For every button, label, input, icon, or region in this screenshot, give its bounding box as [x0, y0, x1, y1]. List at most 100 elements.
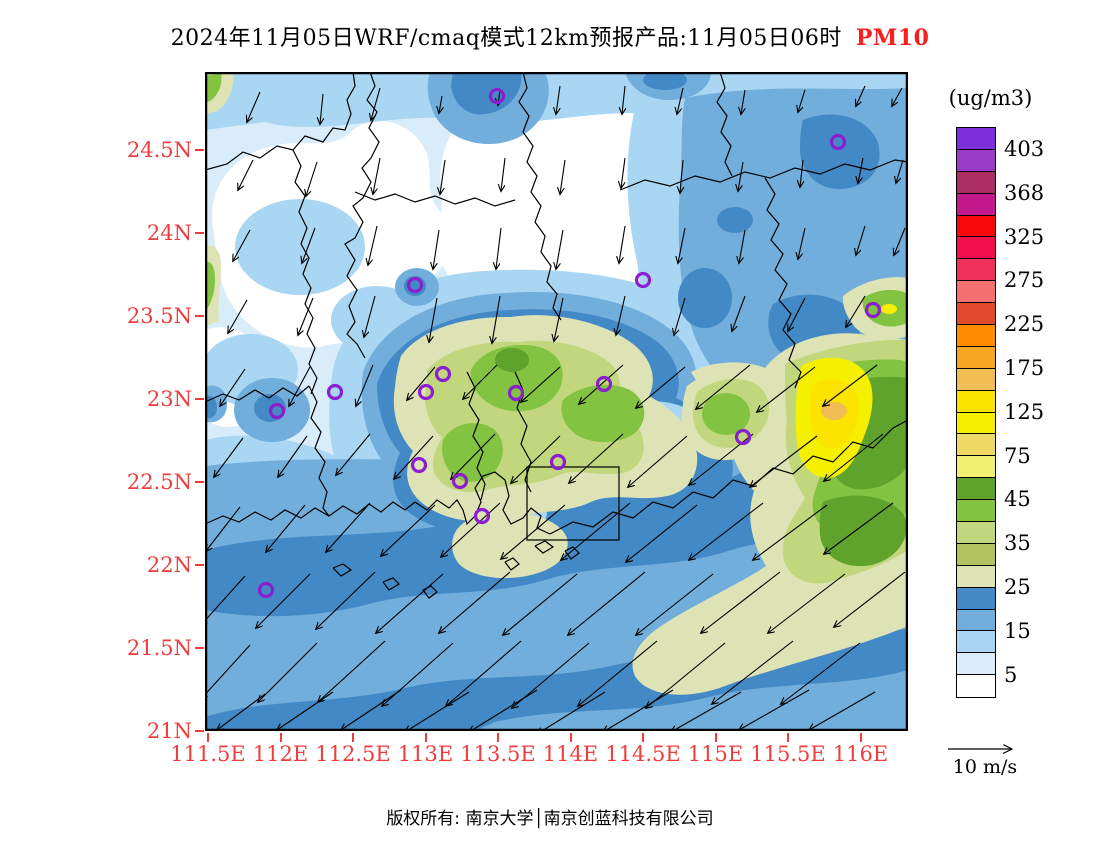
- boundary-line: [549, 419, 908, 535]
- wind-arrow: [316, 571, 376, 629]
- wind-arrow: [701, 571, 781, 633]
- x-tick-mark: [642, 733, 644, 742]
- boundary-line: [205, 471, 551, 535]
- y-tick-mark: [195, 232, 204, 234]
- x-tick-mark: [352, 733, 354, 742]
- wind-arrow: [373, 157, 381, 194]
- station-marker: [434, 365, 452, 383]
- y-tick-mark: [195, 398, 204, 400]
- colorbar: [956, 127, 996, 699]
- forecast-map: [204, 71, 909, 732]
- wind-arrow: [800, 159, 803, 187]
- x-tick-label: 112E: [252, 742, 309, 766]
- wind-arrow: [247, 91, 261, 122]
- boundary-line: [504, 557, 520, 571]
- colorbar-cell: [957, 478, 995, 501]
- y-tick-label: 21N: [146, 719, 192, 743]
- wind-arrow: [678, 227, 686, 263]
- colorbar-label: 175: [1004, 355, 1045, 380]
- boundary-line: [205, 72, 356, 171]
- colorbar-label: 5: [1004, 662, 1018, 687]
- wind-arrow: [451, 433, 496, 479]
- x-tick-label: 113E: [397, 742, 454, 766]
- x-tick-label: 114E: [542, 742, 599, 766]
- boundary-line: [764, 177, 802, 389]
- wind-arrow: [823, 364, 878, 406]
- colorbar-label: 368: [1004, 180, 1045, 205]
- wind-arrow: [616, 295, 626, 335]
- wind-arrow: [677, 87, 684, 114]
- wind-arrow: [674, 297, 686, 335]
- pm10-region: [470, 345, 563, 412]
- colorbar-cell: [957, 171, 995, 194]
- pm10-region: [881, 304, 897, 314]
- y-tick-label: 22.5N: [126, 470, 192, 494]
- boundary-line: [619, 159, 908, 191]
- colorbar-label: 125: [1004, 399, 1045, 424]
- colorbar-cell: [957, 303, 995, 326]
- wind-arrow: [278, 435, 308, 477]
- wind-arrow: [578, 640, 658, 706]
- colorbar-cell: [957, 128, 995, 150]
- colorbar-cell: [957, 522, 995, 544]
- colorbar-cell: [957, 368, 995, 391]
- pm10-region: [702, 393, 750, 435]
- wind-arrow: [492, 295, 501, 343]
- wind-arrow: [376, 573, 444, 633]
- wind-arrow: [238, 159, 254, 190]
- wind-arrow: [521, 366, 561, 402]
- y-tick-label: 22N: [146, 553, 192, 577]
- station-marker: [451, 472, 469, 490]
- x-tick-mark: [787, 733, 789, 742]
- wind-arrow: [560, 159, 566, 194]
- y-tick-label: 21.5N: [126, 636, 192, 660]
- colorbar-cell: [957, 237, 995, 260]
- title-pollutant: PM10: [855, 25, 930, 51]
- station-marker-layer: [257, 87, 882, 599]
- colorbar-label: 25: [1004, 574, 1031, 599]
- station-marker: [473, 507, 491, 525]
- domain-box: [526, 466, 620, 541]
- wind-arrow: [556, 85, 561, 114]
- x-tick-label: 115.5E: [750, 742, 826, 766]
- x-tick-mark: [859, 733, 862, 742]
- wind-arrow: [320, 93, 323, 124]
- wind-arrow: [205, 575, 246, 625]
- pm10-region: [235, 199, 365, 295]
- colorbar-label: 45: [1004, 487, 1031, 512]
- wind-arrow: [696, 364, 751, 409]
- wind-arrow: [220, 368, 246, 406]
- station-marker: [257, 581, 275, 599]
- wind-arrow: [318, 640, 386, 702]
- wind-arrow: [894, 227, 906, 255]
- title-main: 2024年11月05日WRF/cmaq模式12km预报产品:11月05日06时: [170, 26, 842, 51]
- wind-arrow: [579, 364, 624, 404]
- boundary-line: [518, 72, 562, 321]
- boundary-line: [534, 540, 555, 554]
- colorbar-cell: [957, 500, 995, 523]
- wind-arrow: [501, 157, 506, 191]
- wind-arrow: [856, 225, 866, 255]
- station-marker: [549, 453, 567, 471]
- colorbar-label: 225: [1004, 312, 1045, 337]
- pm10-region: [800, 114, 880, 190]
- wind-arrow: [757, 366, 816, 412]
- x-tick-label: 111.5E: [170, 742, 246, 766]
- wind-arrow: [622, 85, 625, 114]
- colorbar-cell: [957, 456, 995, 479]
- colorbar-cell: [957, 543, 995, 566]
- wind-arrow: [364, 295, 376, 337]
- station-marker: [268, 402, 286, 420]
- wind-arrow: [561, 502, 631, 560]
- boundary-line: [716, 72, 733, 177]
- wind-arrow: [798, 227, 806, 259]
- wind-arrow: [739, 689, 810, 730]
- wind-arrow: [798, 89, 806, 112]
- pm10-region: [442, 423, 503, 482]
- colorbar-cell: [957, 346, 995, 369]
- wind-arrow: [205, 644, 251, 699]
- wind-arrow: [441, 502, 501, 557]
- wind-arrow: [439, 571, 511, 633]
- y-tick-mark: [195, 564, 204, 566]
- colorbar-cell: [957, 675, 995, 698]
